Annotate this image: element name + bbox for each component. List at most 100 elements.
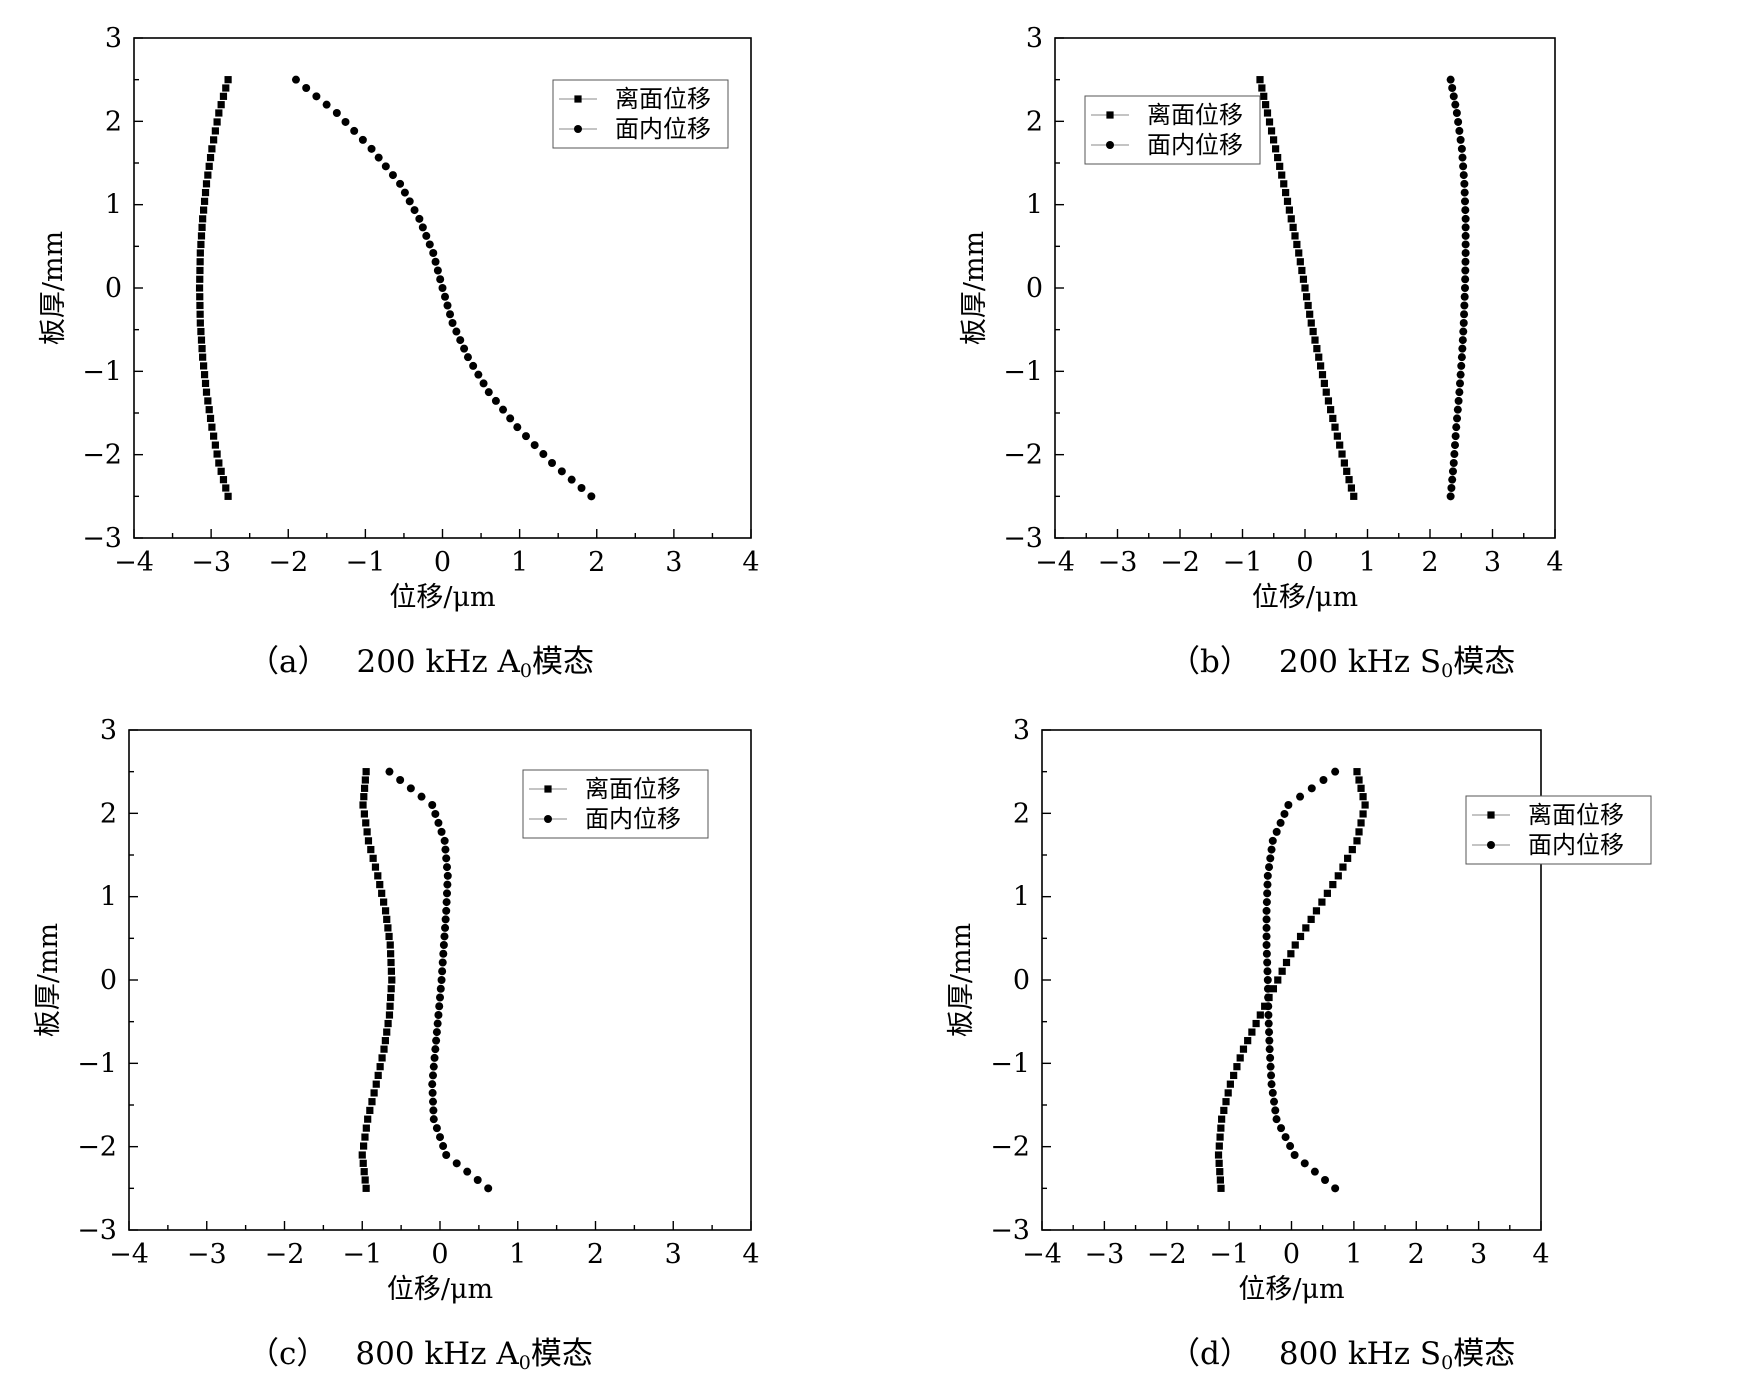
data-point — [362, 1184, 370, 1192]
data-point — [442, 1151, 451, 1159]
data-point — [521, 432, 530, 441]
y-tick-label: 3 — [1026, 23, 1043, 54]
data-point — [1455, 388, 1464, 397]
data-point — [1272, 827, 1281, 836]
x-tick-label: −4 — [1022, 1239, 1062, 1270]
data-point — [376, 1063, 384, 1071]
series-2 — [1262, 767, 1340, 1193]
x-axis-title: 位移/μm — [1238, 1274, 1344, 1305]
data-point — [360, 1168, 368, 1176]
data-point — [1236, 1054, 1244, 1062]
data-point — [1270, 1097, 1279, 1106]
chart-a: −4 −3 −2 −1 0 1 2 3 4−3−2−10123位移/μm板厚/mm离面位移面内位… — [38, 23, 760, 613]
data-point — [428, 801, 437, 809]
data-point — [548, 459, 557, 467]
data-point — [1457, 361, 1466, 370]
data-point — [440, 932, 449, 941]
legend-marker — [1487, 811, 1495, 819]
data-point — [196, 310, 204, 318]
data-point — [374, 153, 383, 162]
y-tick-label: −3 — [82, 523, 122, 554]
x-tick-label: 2 — [588, 547, 605, 578]
caption-text: 200 kHz S — [1278, 644, 1442, 680]
data-point — [1278, 171, 1286, 179]
y-tick-label: −3 — [990, 1215, 1030, 1246]
data-point — [199, 215, 207, 223]
data-point — [1264, 1002, 1273, 1011]
data-point — [368, 1098, 376, 1106]
data-point — [441, 923, 450, 932]
data-point — [197, 240, 205, 249]
data-point — [1282, 188, 1290, 197]
data-point — [1226, 1080, 1234, 1088]
data-point — [1460, 292, 1469, 301]
data-point — [1256, 76, 1264, 84]
data-point — [1460, 310, 1469, 319]
legend-marker — [574, 125, 582, 133]
data-point — [567, 475, 576, 484]
data-point — [1451, 441, 1459, 450]
data-point — [1334, 872, 1342, 880]
data-point — [577, 484, 586, 492]
data-point — [1448, 475, 1457, 484]
y-tick-label: 1 — [1026, 190, 1043, 221]
series-2 — [385, 767, 493, 1193]
data-point — [1264, 1019, 1273, 1028]
data-point — [1302, 293, 1311, 301]
caption-b: （b） 200 kHz S0模态 — [1169, 636, 1515, 682]
data-point — [1322, 388, 1330, 396]
data-point — [1272, 1115, 1281, 1124]
data-point — [1310, 1167, 1319, 1176]
data-point — [196, 319, 204, 327]
data-point — [460, 344, 469, 353]
legend-box — [1465, 795, 1652, 865]
data-point — [425, 240, 434, 249]
x-tick-label: −1 — [1209, 1239, 1249, 1270]
y-tick-label: −3 — [77, 1215, 117, 1246]
data-point — [362, 1124, 370, 1132]
data-point — [1217, 1124, 1225, 1132]
x-tick-label: 0 — [1283, 1239, 1300, 1270]
data-point — [359, 1159, 367, 1167]
data-point — [539, 450, 548, 459]
legend-box — [1084, 95, 1261, 165]
data-point — [1460, 179, 1469, 188]
data-point — [372, 1080, 380, 1088]
data-point — [364, 837, 373, 845]
data-point — [360, 1142, 368, 1150]
data-point — [1459, 327, 1468, 336]
data-point — [222, 84, 230, 92]
data-point — [1263, 880, 1272, 889]
data-point — [1307, 784, 1316, 793]
data-point — [1357, 819, 1365, 827]
caption-subscript: 0 — [1441, 1352, 1454, 1374]
data-point — [341, 117, 350, 126]
data-point — [1264, 1011, 1273, 1019]
data-point — [1457, 353, 1466, 362]
data-point — [1233, 1063, 1241, 1071]
data-point — [1357, 784, 1365, 792]
data-point — [1319, 776, 1328, 784]
data-point — [1298, 266, 1306, 275]
data-point — [374, 1071, 382, 1080]
data-point — [1290, 1151, 1299, 1159]
data-point — [387, 993, 395, 1002]
data-point — [1359, 810, 1367, 818]
data-point — [1323, 889, 1331, 897]
data-point — [430, 1053, 439, 1062]
data-point — [1262, 101, 1270, 109]
data-point — [197, 232, 206, 240]
y-tick-label: −2 — [990, 1132, 1030, 1163]
data-point — [1461, 257, 1470, 266]
data-point — [1268, 836, 1277, 845]
data-point — [1215, 1159, 1223, 1167]
data-point — [491, 396, 500, 405]
data-point — [1309, 327, 1317, 336]
data-point — [557, 467, 566, 476]
data-point — [441, 845, 450, 854]
data-point — [370, 1089, 378, 1097]
data-point — [224, 492, 232, 500]
data-point — [1452, 423, 1461, 432]
data-point — [196, 275, 204, 283]
data-point — [1457, 144, 1466, 153]
